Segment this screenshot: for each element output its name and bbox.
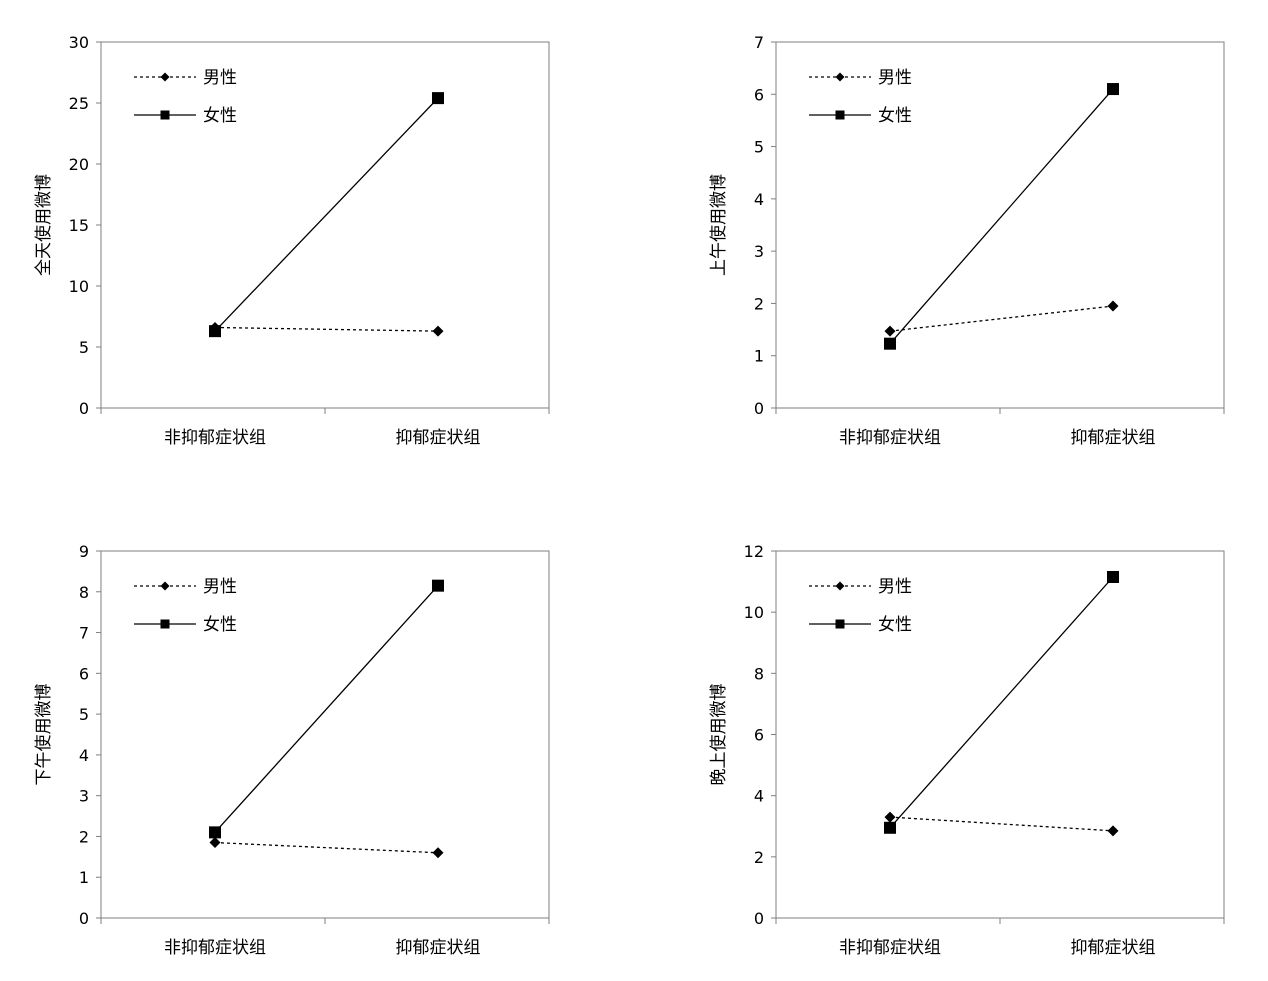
- x-category-label: 非抑郁症状组: [164, 938, 266, 958]
- y-tick-label: 0: [754, 909, 764, 928]
- series-line-2: [214, 97, 439, 332]
- y-tick-label: 4: [754, 787, 764, 806]
- series-line-1: [889, 816, 1114, 832]
- series-line-2: [889, 88, 1114, 345]
- y-tick-label: 12: [744, 542, 764, 561]
- x-category-label: 抑郁症状组: [1071, 428, 1156, 448]
- y-axis-label: 晚上使用微博: [708, 684, 729, 786]
- data-point-square: [884, 821, 896, 834]
- y-axis-label: 全天使用微博: [33, 174, 54, 276]
- legend-label: 男性: [203, 577, 237, 597]
- legend-label: 女性: [878, 106, 912, 126]
- legend-marker-square: [835, 619, 845, 629]
- series-line-2: [889, 576, 1114, 829]
- data-point-square: [432, 579, 444, 592]
- legend-marker-square: [160, 110, 170, 120]
- data-point-diamond: [209, 837, 221, 849]
- legend-marker-diamond: [835, 72, 845, 82]
- legend-label: 女性: [203, 615, 237, 635]
- legend-marker-diamond: [160, 72, 170, 82]
- y-axis-label: 下午使用微博: [33, 684, 54, 786]
- data-point-square: [209, 826, 221, 839]
- y-tick-label: 9: [79, 542, 89, 561]
- y-tick-label: 15: [69, 216, 89, 235]
- legend-marker-square: [835, 110, 845, 120]
- y-tick-label: 8: [79, 583, 89, 602]
- y-tick-label: 20: [69, 155, 89, 174]
- y-axis-label: 上午使用微博: [708, 174, 729, 276]
- x-category-label: 非抑郁症状组: [164, 428, 266, 448]
- legend-marker-diamond: [835, 581, 845, 591]
- data-point-diamond: [884, 325, 896, 337]
- y-tick-label: 0: [79, 909, 89, 928]
- data-point-diamond: [1107, 825, 1119, 837]
- y-tick-label: 5: [754, 138, 764, 157]
- data-point-square: [884, 337, 896, 350]
- series-line-1: [214, 841, 439, 854]
- data-point-square: [209, 325, 221, 338]
- y-tick-label: 0: [79, 399, 89, 418]
- legend-label: 男性: [203, 68, 237, 88]
- y-tick-label: 6: [754, 726, 764, 745]
- data-point-square: [432, 92, 444, 105]
- data-point-square: [1107, 83, 1119, 96]
- legend-label: 男性: [878, 68, 912, 88]
- legend-label: 女性: [878, 615, 912, 635]
- x-category-label: 非抑郁症状组: [839, 428, 941, 448]
- y-tick-label: 0: [754, 399, 764, 418]
- legend-label: 女性: [203, 106, 237, 126]
- y-tick-label: 3: [79, 787, 89, 806]
- legend-marker-diamond: [160, 581, 170, 591]
- y-tick-label: 7: [754, 33, 764, 52]
- y-tick-label: 1: [79, 868, 89, 887]
- y-tick-label: 2: [79, 827, 89, 846]
- data-point-diamond: [1107, 300, 1119, 312]
- y-tick-label: 10: [69, 277, 89, 296]
- data-point-square: [1107, 570, 1119, 583]
- y-tick-label: 8: [754, 664, 764, 683]
- data-point-diamond: [432, 847, 444, 859]
- y-tick-label: 4: [754, 190, 764, 209]
- x-category-label: 抑郁症状组: [1071, 938, 1156, 958]
- series-line-1: [214, 326, 439, 332]
- y-tick-label: 25: [69, 94, 89, 113]
- y-tick-label: 6: [754, 85, 764, 104]
- y-tick-label: 5: [79, 705, 89, 724]
- y-tick-label: 1: [754, 347, 764, 366]
- data-point-diamond: [884, 811, 896, 823]
- x-category-label: 抑郁症状组: [396, 938, 481, 958]
- x-category-label: 非抑郁症状组: [839, 938, 941, 958]
- y-tick-label: 10: [744, 603, 764, 622]
- legend-marker-square: [160, 619, 170, 629]
- x-category-label: 抑郁症状组: [396, 428, 481, 448]
- series-line-1: [889, 305, 1114, 332]
- y-tick-label: 30: [69, 33, 89, 52]
- legend-label: 男性: [878, 577, 912, 597]
- y-tick-label: 7: [79, 624, 89, 643]
- plot-area-frame: [775, 41, 1225, 409]
- y-tick-label: 6: [79, 664, 89, 683]
- y-tick-label: 2: [754, 848, 764, 867]
- plot-area-frame: [100, 41, 550, 409]
- series-line-2: [214, 585, 439, 833]
- y-tick-label: 2: [754, 294, 764, 313]
- data-point-diamond: [432, 325, 444, 337]
- y-tick-label: 4: [79, 746, 89, 765]
- plot-area-frame: [100, 550, 550, 919]
- y-tick-label: 5: [79, 338, 89, 357]
- y-tick-label: 3: [754, 242, 764, 261]
- plot-area-frame: [775, 550, 1225, 919]
